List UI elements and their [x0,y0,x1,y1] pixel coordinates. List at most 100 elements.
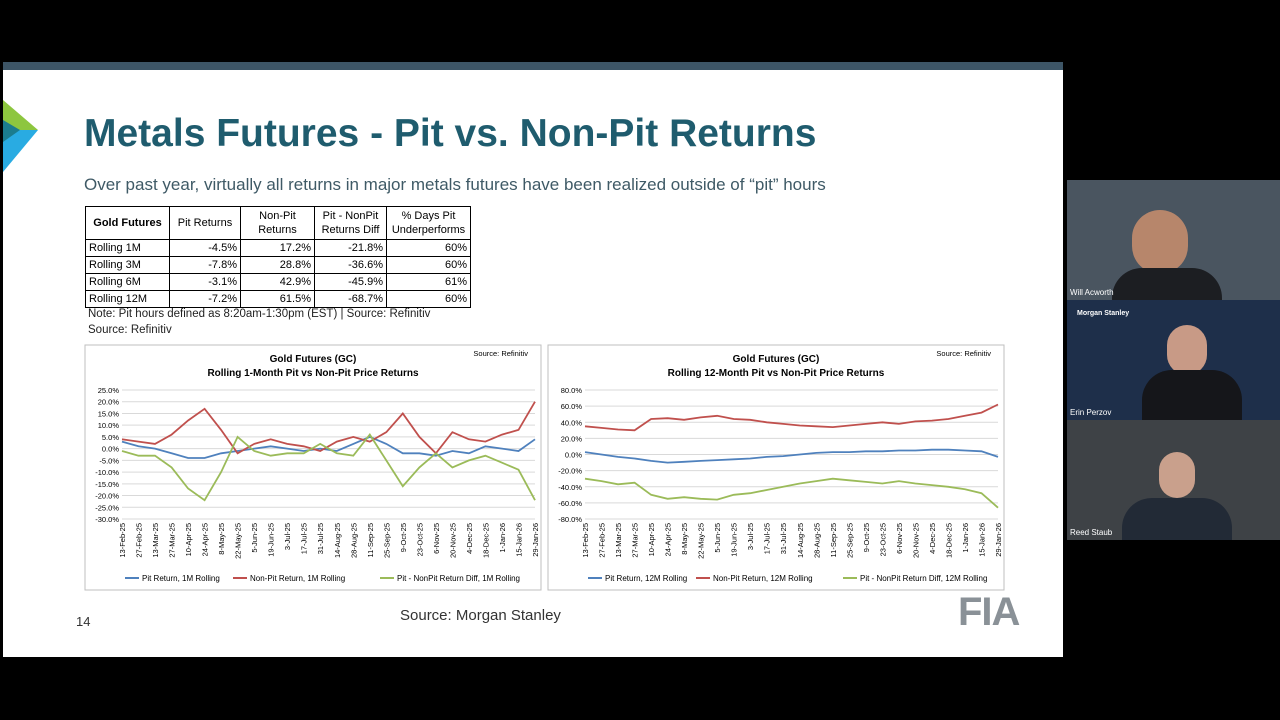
x-tick-label: 1-Jan-26 [961,523,970,553]
series-line [584,448,999,464]
y-tick-label: 10.0% [98,421,120,430]
charts-layer: Gold Futures (GC) Rolling 1-Month Pit vs … [84,344,1005,591]
table-source: Source: Refinitiv [88,324,172,336]
y-tick-label: -60.0% [558,499,582,508]
x-tick-label: 28-Aug-25 [349,523,358,558]
legend-label: Pit - NonPit Return Diff, 12M Rolling [860,574,987,583]
y-tick-label: -20.0% [95,492,119,501]
x-tick-label: 31-Jul-25 [316,523,325,554]
page-number: 14 [76,614,91,629]
participant-name: Will Acworth [1070,288,1114,297]
x-tick-label: 19-Jun-25 [267,523,276,557]
x-tick-label: 24-Apr-25 [664,523,673,556]
footer-source: Source: Morgan Stanley [400,607,561,624]
table-cell: -68.7% [314,290,387,308]
x-tick-label: 4-Dec-25 [465,523,474,554]
y-tick-label: 0.0% [565,451,582,460]
series-line [121,435,536,459]
table-row: Rolling 1M -4.5% 17.2% -21.8% 60% [85,239,471,257]
series-line [121,401,536,455]
x-tick-label: 13-Feb-25 [581,523,590,558]
x-tick-label: 25-Sep-25 [382,523,391,558]
x-tick-label: 22-May-25 [234,523,243,559]
x-tick-label: 29-Jan-26 [531,523,540,557]
fia-logo: FIA [958,590,1020,634]
table-row: Rolling 6M -3.1% 42.9% -45.9% 61% [85,273,471,291]
participant-name: Erin Perzov [1070,408,1112,417]
legend-label: Non-Pit Return, 12M Rolling [713,574,813,583]
y-tick-label: -25.0% [95,503,119,512]
x-tick-label: 14-Aug-25 [333,523,342,558]
legend-label: Pit - NonPit Return Diff, 1M Rolling [397,574,520,583]
x-tick-label: 25-Sep-25 [845,523,854,558]
x-tick-label: 15-Jan-26 [977,523,986,557]
x-tick-label: 15-Jan-26 [514,523,523,557]
x-tick-label: 13-Mar-25 [614,523,623,558]
x-tick-label: 27-Feb-25 [598,523,607,558]
series-line [584,403,999,432]
chart-frame [547,344,1005,591]
x-tick-label: 27-Feb-25 [135,523,144,558]
series-line [121,433,536,502]
y-tick-label: -40.0% [558,483,582,492]
slide-subtitle: Over past year, virtually all returns in… [84,175,826,194]
y-tick-label: -80.0% [558,515,582,524]
x-tick-label: 31-Jul-25 [779,523,788,554]
table-cell: Rolling 12M [85,290,170,308]
x-tick-label: 19-Jun-25 [730,523,739,557]
video-tile: Reed Staub [1067,420,1280,540]
x-tick-label: 8-May-25 [217,523,226,555]
x-tick-label: 3-Jul-25 [283,523,292,550]
table-cell: 61.5% [240,290,315,308]
table-cell: 60% [386,256,471,274]
x-tick-label: 11-Sep-25 [366,523,375,557]
y-tick-label: 40.0% [561,418,583,427]
video-tile: Morgan Stanley Erin Perzov [1067,300,1280,420]
y-tick-label: 0.0% [102,445,119,454]
x-tick-label: 22-May-25 [697,523,706,559]
x-tick-label: 27-Mar-25 [631,523,640,558]
table-cell: -7.2% [169,290,241,308]
x-tick-label: 6-Nov-25 [895,523,904,554]
x-tick-label: 1-Jan-26 [498,523,507,553]
y-tick-label: 20.0% [561,434,583,443]
x-tick-label: 9-Oct-25 [399,523,408,552]
x-tick-label: 20-Nov-25 [448,523,457,558]
table-note: Note: Pit hours defined as 8:20am-1:30pm… [88,308,431,320]
legend-label: Pit Return, 1M Rolling [142,574,220,583]
y-tick-label: 20.0% [98,398,120,407]
table-cell: -7.8% [169,256,241,274]
x-tick-label: 13-Mar-25 [151,523,160,558]
x-tick-label: 18-Dec-25 [944,523,953,558]
chart-source: Source: Refinitiv [936,349,991,358]
series-line [584,477,999,509]
participant-company: Morgan Stanley [1077,310,1130,317]
x-tick-label: 24-Apr-25 [201,523,210,556]
table-cell: 28.8% [240,256,315,274]
x-tick-label: 23-Oct-25 [878,523,887,556]
chart-source: Source: Refinitiv [473,349,528,358]
x-tick-label: 10-Apr-25 [184,523,193,556]
x-tick-label: 11-Sep-25 [829,523,838,557]
y-tick-label: -20.0% [558,467,582,476]
header-cell: Pit - NonPit Returns Diff [314,206,387,240]
y-tick-label: -15.0% [95,480,119,489]
chart-subtitle: Rolling 12-Month Pit vs Non-Pit Price Re… [668,368,885,379]
x-tick-label: 29-Jan-26 [994,523,1003,557]
x-tick-label: 18-Dec-25 [481,523,490,558]
slide-logo-mark [3,100,38,172]
video-tile: Will Acworth [1067,180,1280,300]
x-tick-label: 8-May-25 [680,523,689,555]
slide-title: Metals Futures - Pit vs. Non-Pit Returns [84,112,817,155]
y-tick-label: 15.0% [98,409,120,418]
x-tick-label: 28-Aug-25 [812,523,821,558]
y-tick-label: 25.0% [98,386,120,395]
x-tick-label: 13-Feb-25 [118,523,127,558]
table-cell: 60% [386,290,471,308]
x-tick-label: 4-Dec-25 [928,523,937,554]
table-row: Rolling 12M -7.2% 61.5% -68.7% 60% [85,290,471,308]
y-tick-label: -5.0% [99,456,119,465]
x-tick-label: 5-Jun-25 [713,523,722,553]
chart-title: Gold Futures (GC) [270,354,357,365]
